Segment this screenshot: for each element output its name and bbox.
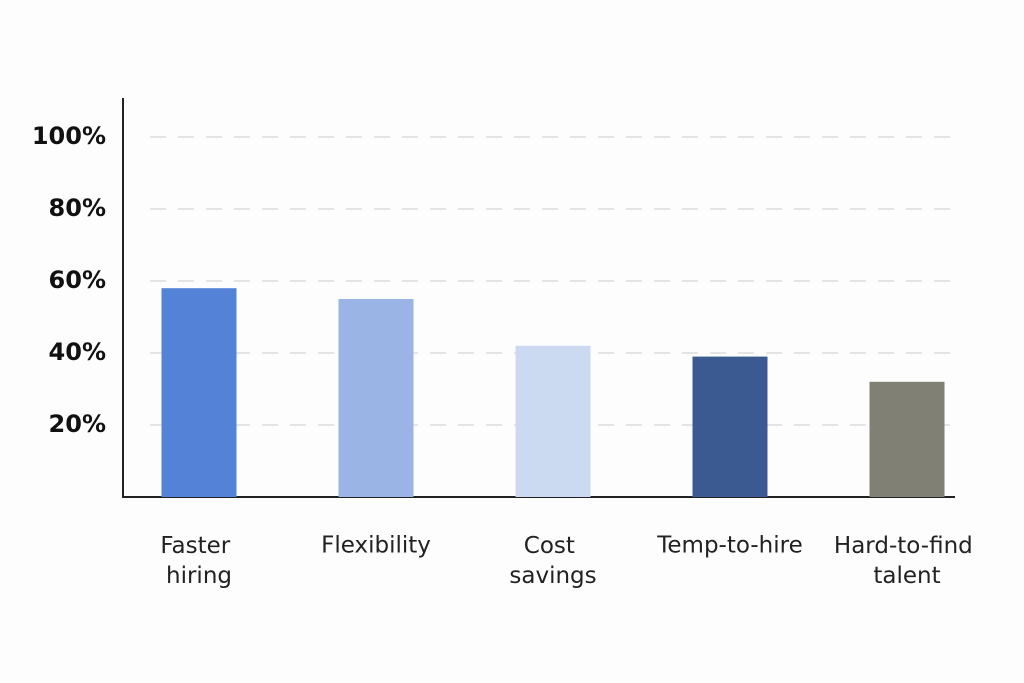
bar <box>692 356 768 497</box>
y-tick-label: 20% <box>49 410 106 438</box>
x-tick-label: Flexibility <box>321 533 431 559</box>
label-line: hiring <box>166 563 232 589</box>
x-tick-label: Temp-to-hire <box>656 533 802 559</box>
label-line: savings <box>509 563 596 589</box>
label-line: Cost <box>524 533 582 559</box>
bar <box>869 381 945 497</box>
x-tick-label: Cost savings <box>509 533 596 589</box>
y-tick-label: 40% <box>49 338 106 366</box>
label-line: talent <box>873 563 940 589</box>
bar <box>161 288 237 497</box>
y-tick-label: 60% <box>49 266 106 294</box>
x-tick-label: Faster hiring <box>160 533 237 589</box>
y-tick-label: 80% <box>49 194 106 222</box>
bar <box>515 345 591 497</box>
y-tick-label: 100% <box>32 122 106 150</box>
x-tick-label: Hard-to-find talent <box>834 533 980 589</box>
label-line: Faster <box>160 533 237 559</box>
bar <box>338 299 414 497</box>
label-line: Hard-to-find <box>834 533 980 559</box>
